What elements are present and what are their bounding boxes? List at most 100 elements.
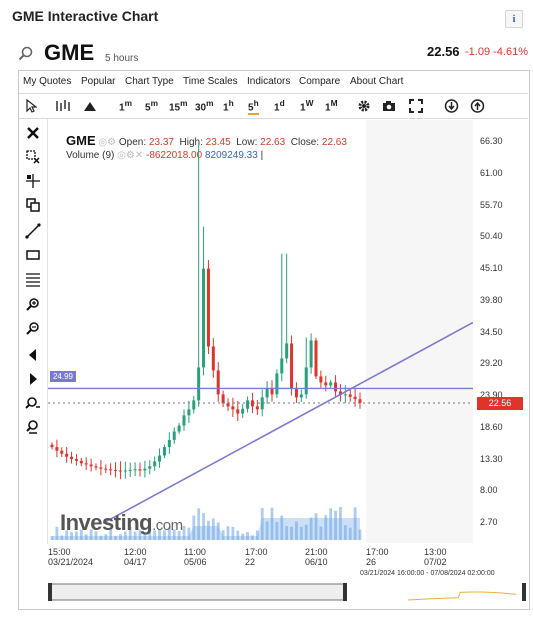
drawing-tools <box>19 119 48 544</box>
time-axis[interactable]: 15:00 03/21/2024 12:00 04/17 11:00 05/06 17:00… <box>48 544 473 570</box>
candle-body <box>182 415 186 426</box>
candle-body <box>304 367 308 395</box>
info-icon[interactable]: i <box>505 10 523 28</box>
x-tick-time: 13:00 <box>424 547 447 557</box>
tf-sup: h <box>228 98 234 108</box>
volume-bar <box>226 526 230 540</box>
volume-bar <box>216 522 220 540</box>
tf-5h[interactable]: 5h <box>248 98 259 116</box>
scroll-right-icon[interactable] <box>24 371 42 387</box>
cursor-icon[interactable] <box>25 99 37 113</box>
volume-bar <box>99 535 103 540</box>
tf-1d[interactable]: 1d <box>274 98 285 113</box>
volume-bar <box>270 507 274 540</box>
fullscreen-icon[interactable] <box>409 99 423 113</box>
y-tick-label: 2.70 <box>480 517 498 527</box>
menu-about-chart[interactable]: About Chart <box>350 76 404 87</box>
fibonacci-icon[interactable] <box>24 271 42 287</box>
camera-icon[interactable] <box>382 100 396 112</box>
cloud-upload-icon[interactable] <box>470 99 485 113</box>
navigator-range: 03/21/2024 16:00:00 - 07/08/2024 02:00:0… <box>360 570 495 577</box>
x-tick-label: 17:00 22 <box>245 547 268 567</box>
x-tick-label: 15:00 03/21/2024 <box>48 547 93 567</box>
candle-body <box>338 391 342 395</box>
layers-icon[interactable] <box>24 197 42 213</box>
volume-separator: | <box>260 150 264 161</box>
low-value: 22.63 <box>260 137 286 148</box>
price-axis[interactable]: 66.30 61.00 55.70 50.40 45.10 39.80 34.50 29.20… <box>474 120 528 543</box>
gear-icon[interactable]: ⚙ <box>107 137 117 148</box>
candle-body <box>348 394 352 397</box>
tf-30m[interactable]: 30m <box>195 98 214 113</box>
navigator-left-handle[interactable] <box>48 583 52 601</box>
menu-chart-type[interactable]: Chart Type <box>125 76 174 87</box>
zoom-in-icon[interactable] <box>24 297 42 313</box>
last-price-tag: 22.56 <box>477 397 523 410</box>
scroll-left-icon[interactable] <box>24 347 42 363</box>
search-icon[interactable] <box>18 46 34 62</box>
eye-icon[interactable]: ◎ <box>98 137 108 148</box>
symbol-name[interactable]: GME <box>44 40 95 65</box>
zoom-out-icon[interactable] <box>24 321 42 337</box>
candle-body <box>241 408 245 414</box>
volume-bar <box>358 529 362 540</box>
price-chart[interactable] <box>48 120 473 543</box>
rectangle-tool-icon[interactable] <box>24 247 42 263</box>
magnet-icon[interactable] <box>24 395 42 411</box>
candle-body <box>162 447 166 456</box>
candle-body <box>231 406 235 410</box>
candle-body <box>84 463 88 465</box>
delete-drawing-icon[interactable] <box>24 149 42 165</box>
candle-body <box>329 382 333 386</box>
volume-bar <box>177 530 181 540</box>
tf-1w[interactable]: 1W <box>300 98 313 113</box>
candle-body <box>89 464 93 467</box>
candle-body <box>133 469 137 471</box>
navigator[interactable] <box>48 580 528 604</box>
y-tick-label: 39.80 <box>480 294 503 305</box>
volume-bar <box>299 526 303 540</box>
tf-15m[interactable]: 15m <box>169 98 188 113</box>
volume-bar <box>123 531 127 540</box>
menu-my-quotes[interactable]: My Quotes <box>23 76 72 87</box>
settings-gear-icon[interactable] <box>357 99 371 113</box>
navigator-series[interactable] <box>407 591 517 601</box>
menu-popular[interactable]: Popular <box>81 76 116 87</box>
menu-indicators[interactable]: Indicators <box>247 76 291 87</box>
tf-1h[interactable]: 1h <box>223 98 234 113</box>
tf-1m[interactable]: 1m <box>119 98 132 113</box>
gear-icon[interactable]: ⚙ <box>125 150 135 161</box>
volume-bar <box>70 532 73 540</box>
volume-bar <box>295 521 298 540</box>
tf-1M[interactable]: 1M <box>325 98 338 113</box>
candle-body <box>221 394 225 404</box>
navigator-end-handle[interactable] <box>522 583 526 601</box>
volume-value-2: 8209249.33 <box>204 150 258 161</box>
candle-body <box>158 455 162 462</box>
trend-line-icon[interactable] <box>24 223 42 239</box>
candlestick-type-icon[interactable] <box>55 100 71 112</box>
close-icon[interactable] <box>24 125 42 141</box>
change-percent: -4.61% <box>493 46 528 58</box>
candle-body <box>260 397 264 410</box>
area-type-icon[interactable] <box>83 100 97 112</box>
candle-body <box>109 469 113 471</box>
tf-main: 1 <box>119 102 125 114</box>
reset-zoom-icon[interactable] <box>24 419 42 435</box>
x-tick-label: 13:00 07/02 <box>424 547 447 567</box>
investing-logo: Investing.com <box>60 510 183 536</box>
menu-compare[interactable]: Compare <box>299 76 341 87</box>
x-tick-label: 21:00 06/10 <box>305 547 328 567</box>
cloud-download-icon[interactable] <box>444 99 459 113</box>
menu-time-scales[interactable]: Time Scales <box>183 76 238 87</box>
period-label: 5 hours <box>105 53 139 64</box>
close-icon[interactable]: ✕ <box>134 150 144 161</box>
crosshair-icon[interactable] <box>24 173 42 189</box>
eye-icon[interactable]: ◎ <box>117 150 126 161</box>
tf-5m[interactable]: 5m <box>145 98 158 113</box>
navigator-window[interactable] <box>49 583 347 601</box>
candle-body <box>358 399 362 403</box>
y-tick-label: 45.10 <box>480 263 503 273</box>
candle-body <box>343 394 347 396</box>
navigator-right-handle[interactable] <box>343 583 347 601</box>
